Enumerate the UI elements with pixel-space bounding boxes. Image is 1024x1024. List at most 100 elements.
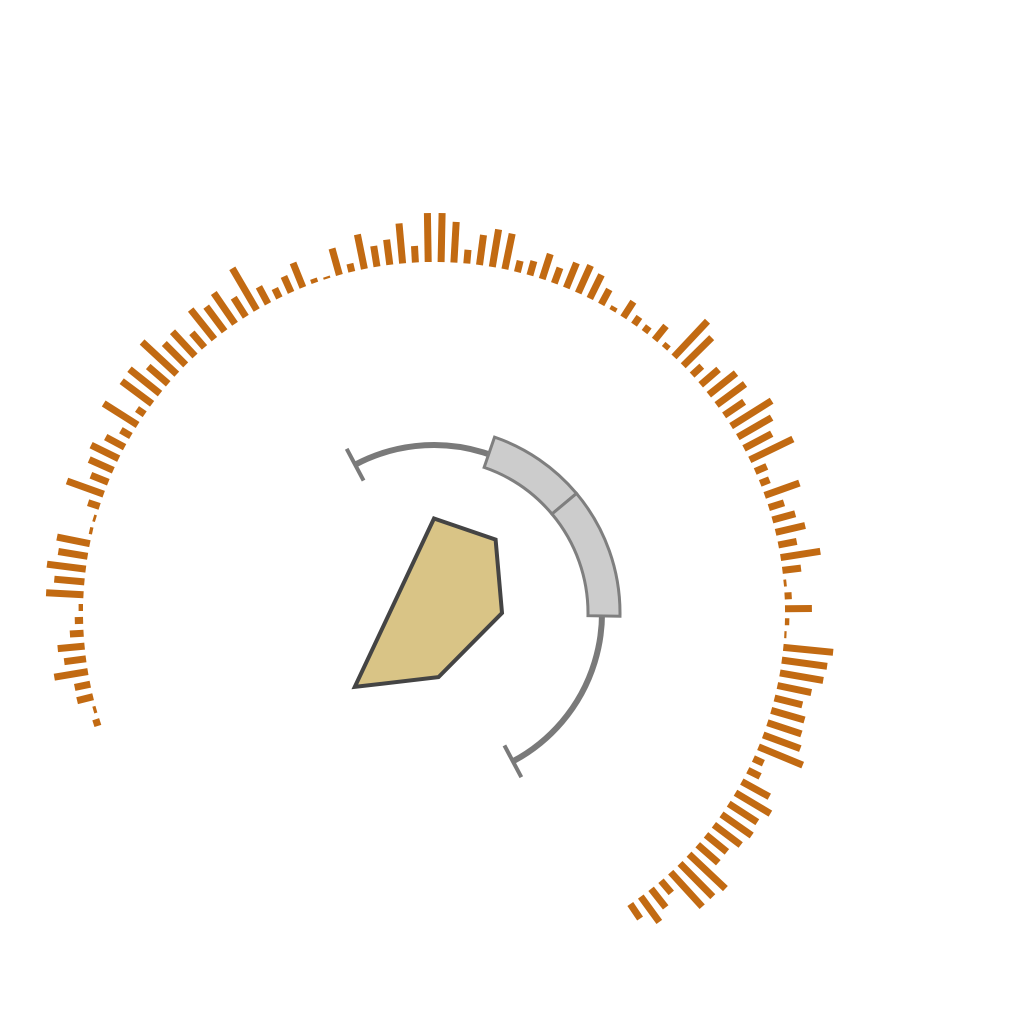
bar-mark — [689, 363, 705, 378]
bar-mark — [777, 537, 798, 549]
bar-mark — [423, 213, 432, 263]
bar-mark — [383, 239, 394, 266]
bar-mark — [395, 223, 407, 264]
bar-mark — [76, 693, 94, 705]
bar-mark — [637, 894, 663, 924]
bar-mark — [437, 213, 446, 263]
bar-mark — [463, 249, 472, 264]
bar-mark — [748, 435, 795, 464]
bar-mark — [698, 366, 721, 388]
bar-mark — [46, 560, 87, 573]
bar-mark — [771, 510, 797, 524]
bar-mark — [353, 233, 368, 270]
bar-mark — [742, 430, 774, 452]
bar-mark — [774, 522, 806, 536]
bar-mark — [780, 547, 821, 562]
bar-mark — [255, 285, 272, 306]
bar-mark — [631, 314, 643, 327]
bar-mark — [488, 228, 503, 268]
bar-mark — [680, 335, 715, 369]
bar-mark — [89, 471, 110, 486]
bar-mark — [781, 656, 828, 670]
bar-mark — [45, 589, 84, 599]
bar-mark — [753, 463, 769, 475]
bar-mark — [714, 381, 748, 408]
bar-mark — [210, 291, 238, 326]
bar-mark — [501, 232, 516, 270]
bar-mark — [56, 533, 91, 548]
bar-mark — [514, 259, 524, 273]
bar-mark — [563, 261, 580, 290]
bar-mark — [736, 414, 774, 441]
bar-mark — [782, 643, 834, 656]
bar-mark — [101, 400, 140, 428]
bar-mark — [668, 869, 705, 910]
bar-mark — [189, 330, 208, 350]
range-arc-start-cap — [344, 447, 366, 482]
bar-mark — [686, 851, 728, 892]
bar-mark — [92, 705, 98, 714]
bar-mark — [53, 668, 89, 681]
highlight-bands — [482, 435, 622, 618]
bar-mark — [230, 295, 249, 319]
bar-mark — [779, 669, 824, 684]
bar-mark — [89, 441, 121, 462]
bar-mark — [69, 629, 84, 638]
bar-mark — [620, 299, 637, 320]
bar-mark — [346, 262, 356, 273]
bar-mark — [323, 275, 331, 280]
bar-mark — [648, 886, 669, 910]
bar-mark — [310, 277, 319, 285]
bar-mark — [781, 564, 802, 574]
bar-mark — [695, 842, 721, 866]
bar-mark — [733, 789, 773, 817]
bar-mark — [87, 499, 101, 510]
bar-mark — [641, 324, 652, 335]
bar-mark — [92, 514, 97, 523]
bar-mark — [763, 479, 801, 499]
polygon-layer — [351, 516, 505, 690]
bar-mark — [280, 274, 295, 294]
bar-mark — [53, 575, 85, 586]
bar-mark — [722, 398, 747, 419]
bar-mark — [773, 694, 804, 709]
bar-mark — [609, 305, 618, 313]
bar-mark — [65, 477, 105, 498]
bar-mark — [551, 266, 564, 285]
bar-mark — [677, 860, 716, 900]
bar-mark — [711, 822, 743, 848]
bar-mark — [671, 318, 711, 360]
bar-mark — [651, 323, 669, 343]
bar-mark — [658, 878, 674, 896]
bar-mark — [57, 642, 85, 653]
bar-mark — [87, 456, 115, 474]
bar-mark — [119, 427, 133, 440]
bar-mark — [703, 832, 730, 855]
bar-mark — [271, 286, 283, 300]
bar-mark — [766, 719, 803, 738]
range-arc-end-cap — [502, 744, 524, 779]
bar-mark — [104, 434, 127, 451]
bar-mark — [758, 476, 771, 487]
bar-mark — [776, 682, 813, 697]
bar-mark — [598, 287, 613, 307]
bar-mark — [740, 778, 771, 800]
bar-mark — [726, 800, 760, 826]
highlight-band — [549, 491, 622, 618]
bar-mark — [746, 767, 762, 780]
bar-mark — [729, 397, 774, 430]
bar-mark — [88, 526, 94, 535]
bar-mark — [575, 263, 594, 295]
bar-mark — [719, 811, 754, 839]
bar-mark — [92, 718, 102, 728]
value-polygon — [351, 516, 505, 690]
bar-mark — [450, 221, 460, 263]
bar-mark — [476, 234, 487, 266]
bar-mark — [767, 499, 786, 511]
bar-mark — [203, 304, 228, 334]
bar-series — [45, 213, 834, 924]
bar-mark — [289, 261, 307, 289]
bar-mark — [187, 307, 218, 342]
